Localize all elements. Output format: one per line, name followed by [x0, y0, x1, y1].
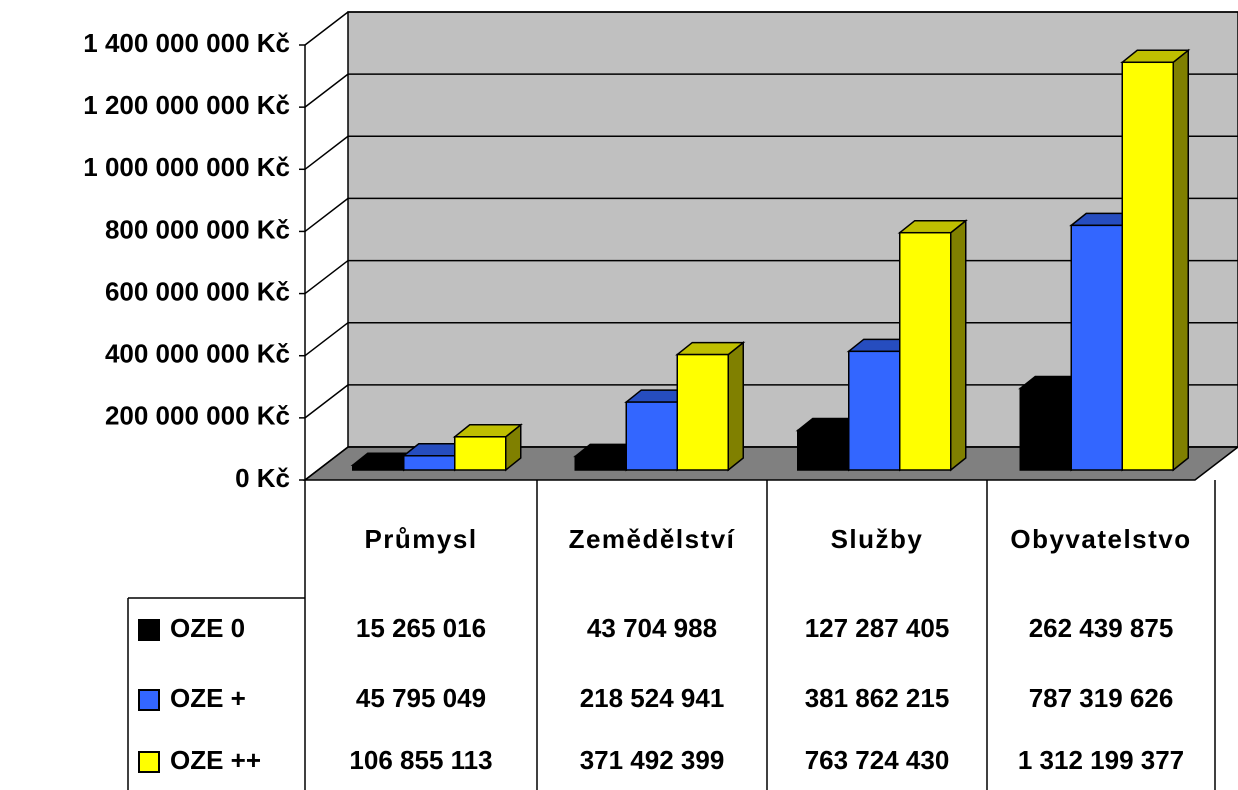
bar-side [727, 341, 744, 472]
grid-line [304, 197, 1238, 233]
legend-key [138, 751, 160, 773]
grid-line [304, 135, 1238, 170]
bar-side [1172, 48, 1189, 472]
bar [797, 429, 850, 471]
bar [1070, 224, 1123, 471]
category-cell: Obyvatelstvo [1010, 524, 1192, 554]
x-tick-label: Zemědělství [568, 524, 736, 554]
data-label: 15 265 016 [356, 613, 486, 643]
y-tick-label: 600 000 000 Kč [105, 276, 290, 306]
legend-label: OZE + [170, 683, 246, 713]
x-tick-label: Obyvatelstvo [1010, 524, 1192, 554]
data-label: 218 524 941 [580, 683, 725, 713]
data-label: 1 312 199 377 [1018, 745, 1184, 775]
data-label: 45 795 049 [356, 683, 486, 713]
bar [352, 464, 405, 471]
x-tick-label: Průmysl [364, 524, 478, 554]
bar [848, 350, 901, 471]
y-tick-label: 1 200 000 000 Kč [83, 90, 290, 120]
bar [1121, 61, 1174, 471]
bar [676, 353, 729, 471]
bar [403, 455, 456, 471]
y-tick-label: 1 000 000 000 Kč [83, 152, 290, 182]
data-label: 371 492 399 [580, 745, 725, 775]
y-tick-label: 400 000 000 Kč [105, 339, 290, 369]
bar [454, 436, 507, 471]
legend-key [138, 619, 160, 641]
category-cell: Zemědělství [568, 524, 736, 554]
data-label: 381 862 215 [805, 683, 950, 713]
legend-label: OZE ++ [170, 745, 261, 775]
y-tick-label: 200 000 000 Kč [105, 401, 290, 431]
bar-side [950, 219, 967, 472]
data-label: 106 855 113 [349, 745, 492, 775]
y-tick-label: 1 400 000 000 Kč [83, 28, 290, 58]
category-cell: Průmysl [364, 524, 478, 554]
x-tick-label: Služby [830, 524, 924, 554]
y-tick-label: 800 000 000 Kč [105, 214, 290, 244]
grid-line [304, 73, 1238, 108]
category-cell: Služby [830, 524, 924, 554]
data-label: 43 704 988 [587, 613, 717, 643]
data-label: 262 439 875 [1029, 613, 1174, 643]
bar [625, 401, 678, 471]
data-label: 763 724 430 [805, 745, 950, 775]
data-label: 127 287 405 [805, 613, 950, 643]
bar [899, 231, 952, 471]
data-label: 787 319 626 [1029, 683, 1174, 713]
bar [574, 455, 627, 471]
grid-line [304, 11, 1238, 46]
y-tick-label: 0 Kč [235, 463, 290, 493]
legend-label: OZE 0 [170, 613, 245, 643]
legend-key [138, 689, 160, 711]
bar [1019, 387, 1072, 471]
